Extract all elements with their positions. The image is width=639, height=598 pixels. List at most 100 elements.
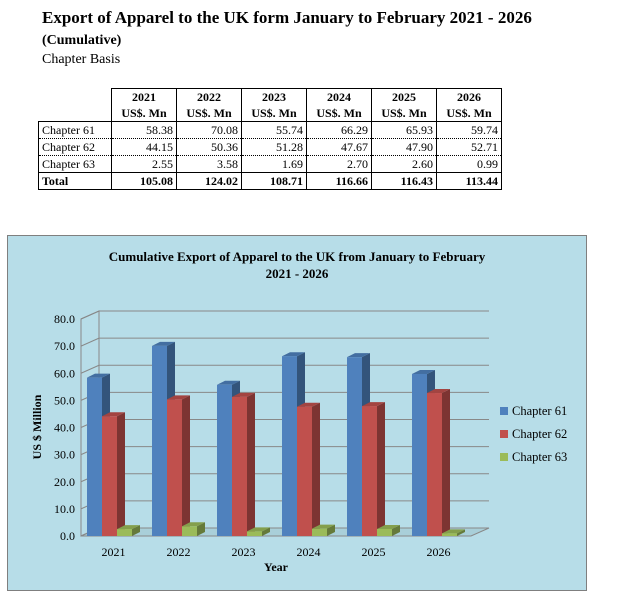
- bar-chapter-61-2025: [347, 357, 362, 536]
- table-row: Chapter 61 58.38 70.08 55.74 66.29 65.93 59.74: [38, 121, 502, 139]
- bar-top: [282, 352, 305, 357]
- bar-side: [457, 529, 465, 536]
- bar-chapter-61-2026: [412, 373, 427, 536]
- unit-header: US$. Mn: [241, 105, 307, 122]
- table-cell: 47.90: [371, 138, 437, 156]
- export-table: 2021 2022 2023 2024 2025 2026 US$. Mn US$. Mn U…: [38, 88, 502, 190]
- bar-top: [232, 392, 255, 397]
- y-tick-label: 0.0: [60, 529, 75, 543]
- bar-chapter-61-2024: [282, 356, 297, 536]
- bar-chapter-61-2023: [217, 384, 232, 536]
- x-tick-label: 2025: [362, 545, 386, 559]
- bar-top: [247, 527, 270, 532]
- x-axis-label: Year: [264, 560, 289, 574]
- gridline-side: [80, 310, 100, 320]
- y-tick-label: 70.0: [54, 339, 75, 353]
- legend-swatch: [500, 407, 508, 415]
- table-cell: 55.74: [241, 121, 307, 139]
- bar-side: [117, 412, 125, 536]
- legend-label: Chapter 61: [512, 404, 567, 418]
- year-header: 2026: [436, 88, 502, 105]
- legend-swatch: [500, 430, 508, 438]
- unit-header: US$. Mn: [306, 105, 372, 122]
- row-label: Chapter 63: [38, 155, 112, 173]
- bar-chapter-62-2025: [362, 406, 377, 536]
- year-header: 2021: [111, 88, 177, 105]
- bar-top: [427, 389, 450, 394]
- table-cell: 108.71: [241, 172, 307, 190]
- bar-chart: Cumulative Export of Apparel to the UK f…: [30, 249, 567, 574]
- table-row: Chapter 62 44.15 50.36 51.28 47.67 47.90 52.71: [38, 138, 502, 156]
- legend-label: Chapter 63: [512, 450, 567, 464]
- year-header: 2022: [176, 88, 242, 105]
- year-header: 2023: [241, 88, 307, 105]
- table-cell: 116.66: [306, 172, 372, 190]
- table-cell: 124.02: [176, 172, 242, 190]
- table-cell: 44.15: [111, 138, 177, 156]
- bar-side: [392, 524, 400, 536]
- bar-chapter-62-2021: [102, 416, 117, 536]
- table-cell: 59.74: [436, 121, 502, 139]
- bar-side: [247, 392, 255, 536]
- table-cell: 66.29: [306, 121, 372, 139]
- table-cell: 116.43: [371, 172, 437, 190]
- bar-top: [347, 353, 370, 358]
- bar-side: [262, 527, 270, 536]
- bar-side: [377, 402, 385, 536]
- bar-chapter-62-2022: [167, 399, 182, 536]
- y-tick-label: 80.0: [54, 312, 75, 326]
- unit-header: US$. Mn: [436, 105, 502, 122]
- bar-side: [327, 524, 335, 536]
- y-tick-label: 30.0: [54, 448, 75, 462]
- row-label: Chapter 61: [38, 121, 112, 139]
- bar-chapter-63-2025: [377, 528, 392, 536]
- bar-top: [152, 341, 175, 346]
- y-axis-label: US $ Million: [30, 394, 44, 459]
- bar-top: [117, 525, 140, 530]
- table-cell: 52.71: [436, 138, 502, 156]
- bar-top: [412, 369, 435, 374]
- table-cell: 50.36: [176, 138, 242, 156]
- table-cell: 3.58: [176, 155, 242, 173]
- bar-chapter-62-2023: [232, 396, 247, 536]
- page-title: Export of Apparel to the UK form January…: [42, 8, 532, 27]
- bar-top: [217, 380, 240, 385]
- row-label: Chapter 62: [38, 138, 112, 156]
- y-tick-label: 10.0: [54, 502, 75, 516]
- x-tick-label: 2021: [102, 545, 126, 559]
- bar-chapter-63-2023: [247, 531, 262, 536]
- y-tick-label: 20.0: [54, 475, 75, 489]
- bar-top: [297, 402, 320, 407]
- table-cell: 113.44: [436, 172, 502, 190]
- y-tick-label: 40.0: [54, 421, 75, 435]
- bar-top: [312, 524, 335, 529]
- bar-top: [87, 373, 110, 378]
- y-tick-label: 60.0: [54, 366, 75, 380]
- unit-header: US$. Mn: [176, 105, 242, 122]
- gridline-side: [80, 337, 100, 347]
- table-cell: 51.28: [241, 138, 307, 156]
- table-cell: 65.93: [371, 121, 437, 139]
- bar-top: [442, 529, 465, 534]
- table-cell: 2.55: [111, 155, 177, 173]
- table-cell: 70.08: [176, 121, 242, 139]
- bar-side: [312, 402, 320, 536]
- table-cell: 105.08: [111, 172, 177, 190]
- legend-label: Chapter 62: [512, 427, 567, 441]
- unit-header: US$. Mn: [111, 105, 177, 122]
- table-cell: 2.60: [371, 155, 437, 173]
- x-tick-label: 2024: [297, 545, 321, 559]
- table-cell: 0.99: [436, 155, 502, 173]
- bar-chapter-63-2022: [182, 526, 197, 536]
- table-cell: 58.38: [111, 121, 177, 139]
- bar-chapter-63-2021: [117, 529, 132, 536]
- page-subtitle: (Cumulative): [42, 33, 122, 48]
- row-label: Total: [38, 172, 112, 190]
- chart-title: Cumulative Export of Apparel to the UK f…: [109, 249, 486, 264]
- y-tick-label: 50.0: [54, 393, 75, 407]
- bar-chapter-63-2026: [442, 533, 457, 536]
- bar-top: [377, 524, 400, 529]
- bar-side: [132, 525, 140, 536]
- bar-chapter-61-2021: [87, 377, 102, 536]
- x-tick-label: 2023: [232, 545, 256, 559]
